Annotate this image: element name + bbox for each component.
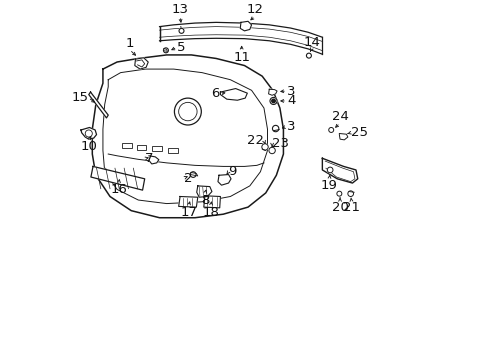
Polygon shape — [322, 158, 357, 183]
Polygon shape — [178, 197, 197, 207]
Circle shape — [306, 53, 311, 58]
Text: 9: 9 — [228, 165, 237, 178]
Circle shape — [328, 127, 333, 132]
Text: 7: 7 — [144, 152, 153, 165]
Text: 10: 10 — [80, 140, 97, 153]
Circle shape — [261, 144, 267, 150]
Text: 8: 8 — [200, 194, 209, 207]
Polygon shape — [92, 55, 283, 218]
Circle shape — [85, 130, 92, 137]
Text: 22: 22 — [246, 134, 264, 147]
Polygon shape — [89, 92, 108, 118]
Polygon shape — [218, 175, 230, 185]
Text: 3: 3 — [286, 120, 295, 133]
Text: 19: 19 — [320, 179, 337, 192]
Bar — [136, 145, 146, 150]
Text: 25: 25 — [350, 126, 367, 139]
Text: 11: 11 — [233, 51, 250, 64]
Text: 21: 21 — [342, 201, 359, 214]
Circle shape — [336, 191, 341, 196]
Polygon shape — [220, 89, 247, 100]
Polygon shape — [240, 21, 251, 31]
Circle shape — [269, 98, 277, 104]
Circle shape — [268, 147, 275, 154]
Bar — [168, 148, 178, 153]
Text: 16: 16 — [110, 183, 127, 196]
Polygon shape — [135, 58, 148, 69]
Circle shape — [174, 98, 201, 125]
Text: 20: 20 — [331, 201, 348, 214]
Text: 12: 12 — [246, 3, 263, 16]
Circle shape — [163, 48, 168, 53]
Circle shape — [326, 167, 332, 173]
Circle shape — [347, 191, 353, 197]
Text: 18: 18 — [202, 206, 219, 219]
Text: 2: 2 — [183, 172, 192, 185]
Text: 13: 13 — [171, 3, 188, 16]
Text: 15: 15 — [71, 91, 88, 104]
Circle shape — [271, 99, 275, 103]
Polygon shape — [203, 196, 220, 208]
Polygon shape — [268, 89, 277, 95]
Text: 24: 24 — [331, 110, 348, 123]
Bar — [152, 146, 162, 151]
Text: 3: 3 — [286, 85, 295, 98]
Polygon shape — [91, 166, 144, 190]
Text: 17: 17 — [180, 206, 197, 219]
Text: 1: 1 — [125, 37, 133, 50]
Bar — [122, 143, 132, 148]
Polygon shape — [149, 156, 159, 164]
Text: 6: 6 — [211, 87, 219, 100]
Polygon shape — [196, 186, 211, 197]
Circle shape — [179, 28, 183, 33]
Text: 23: 23 — [271, 137, 288, 150]
Text: 14: 14 — [303, 36, 320, 49]
Text: 4: 4 — [286, 94, 295, 107]
Polygon shape — [81, 127, 96, 139]
Polygon shape — [159, 22, 322, 54]
Circle shape — [272, 125, 278, 132]
Text: 5: 5 — [177, 41, 185, 54]
Circle shape — [190, 172, 196, 177]
